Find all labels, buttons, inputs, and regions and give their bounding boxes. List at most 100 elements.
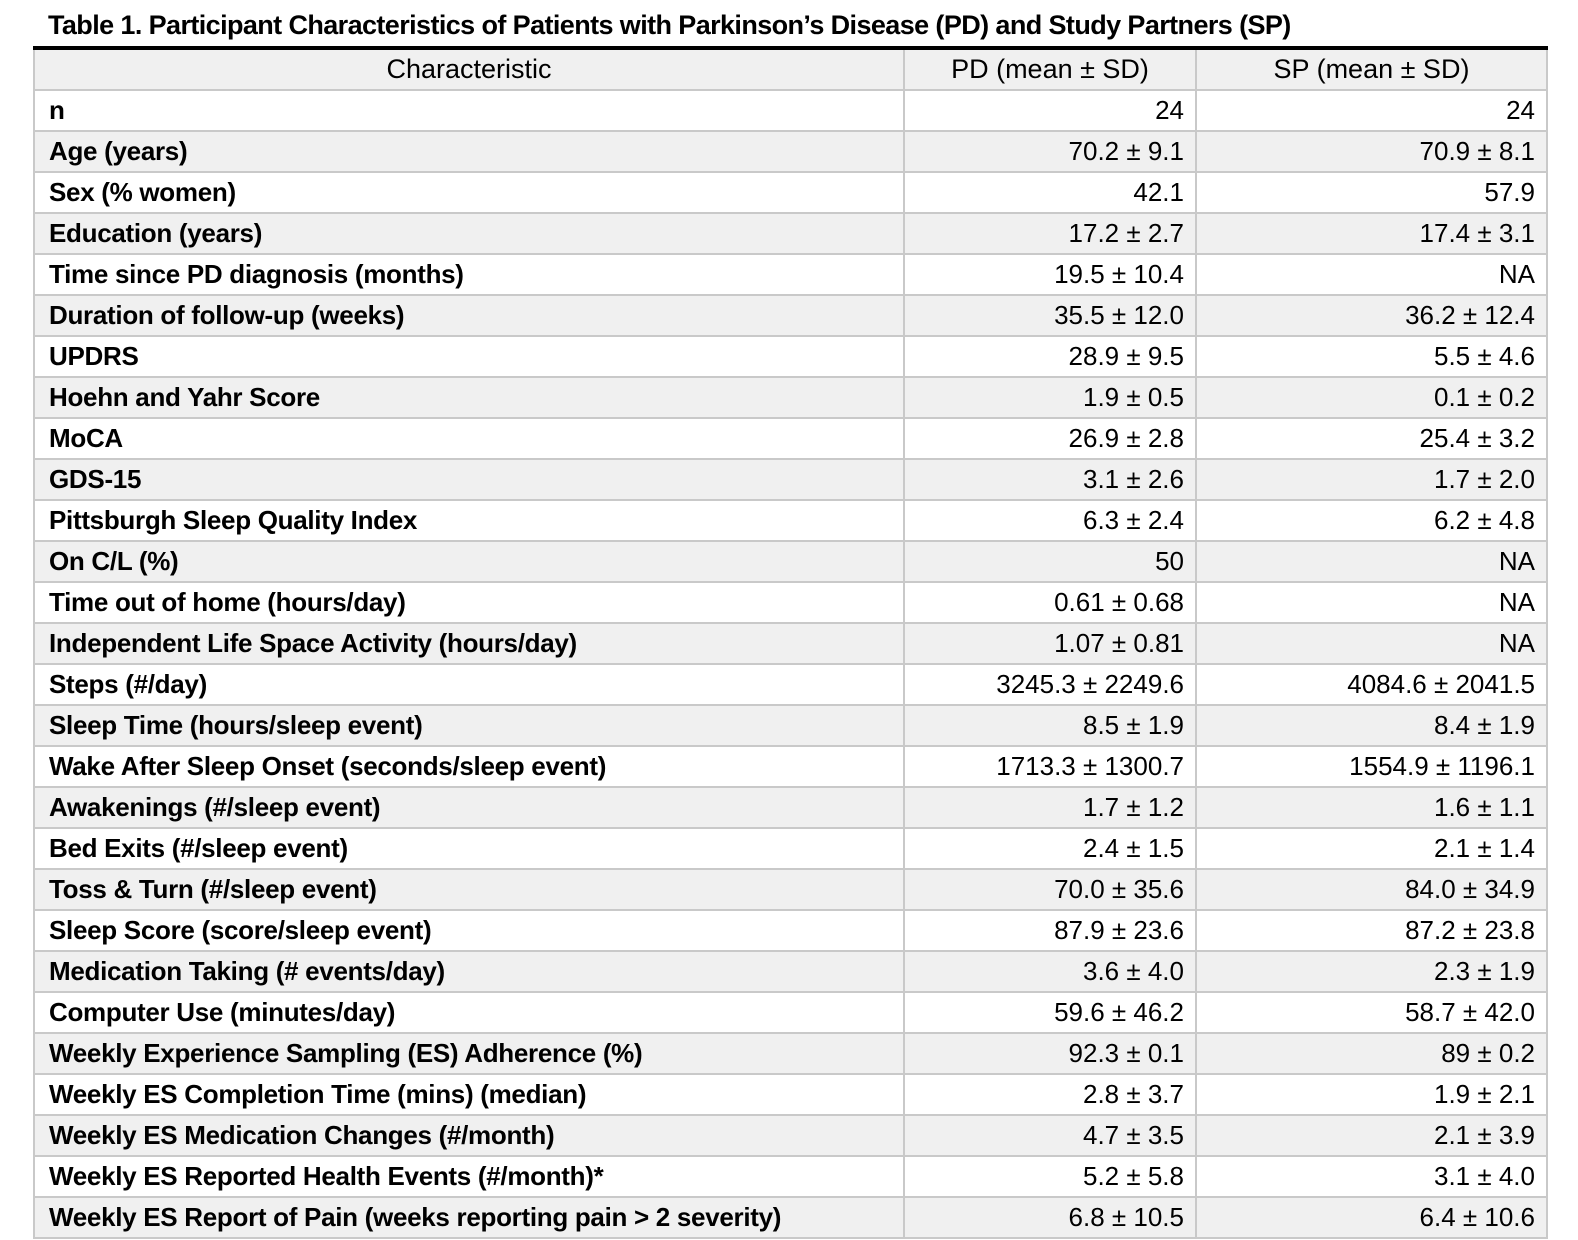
row-label: Sex (% women) [33, 171, 905, 214]
table-row: UPDRS 28.9 ± 9.5 5.5 ± 4.6 [33, 335, 1548, 378]
table-row: Bed Exits (#/sleep event) 2.4 ± 1.5 2.1 … [33, 827, 1548, 870]
row-label: Awakenings (#/sleep event) [33, 786, 905, 829]
row-label: UPDRS [33, 335, 905, 378]
row-label: MoCA [33, 417, 905, 460]
sp-value: 6.4 ± 10.6 [1195, 1196, 1548, 1239]
pd-value: 19.5 ± 10.4 [903, 253, 1197, 296]
pd-value: 35.5 ± 12.0 [903, 294, 1197, 337]
pd-value: 6.8 ± 10.5 [903, 1196, 1197, 1239]
pd-value: 2.4 ± 1.5 [903, 827, 1197, 870]
sp-value: 24 [1195, 89, 1548, 132]
sp-value: 6.2 ± 4.8 [1195, 499, 1548, 542]
pd-value: 1.7 ± 1.2 [903, 786, 1197, 829]
table-row: Steps (#/day) 3245.3 ± 2249.6 4084.6 ± 2… [33, 663, 1548, 706]
header-row: Characteristic PD (mean ± SD) SP (mean ±… [33, 47, 1548, 91]
sp-value: 4084.6 ± 2041.5 [1195, 663, 1548, 706]
pd-value: 24 [903, 89, 1197, 132]
table-row: Weekly ES Medication Changes (#/month) 4… [33, 1114, 1548, 1157]
table-row: Weekly ES Report of Pain (weeks reportin… [33, 1196, 1548, 1239]
sp-value: 1.7 ± 2.0 [1195, 458, 1548, 501]
table-row: Awakenings (#/sleep event) 1.7 ± 1.2 1.6… [33, 786, 1548, 829]
row-label: Weekly ES Medication Changes (#/month) [33, 1114, 905, 1157]
pd-value: 5.2 ± 5.8 [903, 1155, 1197, 1198]
sp-value: 0.1 ± 0.2 [1195, 376, 1548, 419]
row-label: Time out of home (hours/day) [33, 581, 905, 624]
participant-characteristics-table: Characteristic PD (mean ± SD) SP (mean ±… [33, 46, 1548, 1239]
row-label: Pittsburgh Sleep Quality Index [33, 499, 905, 542]
row-label: Weekly ES Completion Time (mins) (median… [33, 1073, 905, 1116]
pd-value: 3.1 ± 2.6 [903, 458, 1197, 501]
sp-value: 84.0 ± 34.9 [1195, 868, 1548, 911]
table-row: On C/L (%) 50 NA [33, 540, 1548, 583]
sp-value: 2.3 ± 1.9 [1195, 950, 1548, 993]
pd-value: 2.8 ± 3.7 [903, 1073, 1197, 1116]
table-row: Pittsburgh Sleep Quality Index 6.3 ± 2.4… [33, 499, 1548, 542]
sp-value: NA [1195, 540, 1548, 583]
row-label: Duration of follow-up (weeks) [33, 294, 905, 337]
row-label: n [33, 89, 905, 132]
sp-value: 25.4 ± 3.2 [1195, 417, 1548, 460]
row-label: Medication Taking (# events/day) [33, 950, 905, 993]
row-label: Sleep Time (hours/sleep event) [33, 704, 905, 747]
row-label: Age (years) [33, 130, 905, 173]
pd-value: 3245.3 ± 2249.6 [903, 663, 1197, 706]
row-label: Bed Exits (#/sleep event) [33, 827, 905, 870]
table-row: Sleep Score (score/sleep event) 87.9 ± 2… [33, 909, 1548, 952]
pd-value: 1.07 ± 0.81 [903, 622, 1197, 665]
table-header: Characteristic PD (mean ± SD) SP (mean ±… [33, 47, 1548, 91]
table-row: Age (years) 70.2 ± 9.1 70.9 ± 8.1 [33, 130, 1548, 173]
table-row: Weekly ES Reported Health Events (#/mont… [33, 1155, 1548, 1198]
table-row: Hoehn and Yahr Score 1.9 ± 0.5 0.1 ± 0.2 [33, 376, 1548, 419]
table-row: MoCA 26.9 ± 2.8 25.4 ± 3.2 [33, 417, 1548, 460]
sp-value: 57.9 [1195, 171, 1548, 214]
table-title: Table 1. Participant Characteristics of … [48, 10, 1291, 40]
table-row: Computer Use (minutes/day) 59.6 ± 46.2 5… [33, 991, 1548, 1034]
sp-value: 87.2 ± 23.8 [1195, 909, 1548, 952]
row-label: Steps (#/day) [33, 663, 905, 706]
sp-value: 1554.9 ± 1196.1 [1195, 745, 1548, 788]
table-row: Sleep Time (hours/sleep event) 8.5 ± 1.9… [33, 704, 1548, 747]
pd-value: 1.9 ± 0.5 [903, 376, 1197, 419]
row-label: Independent Life Space Activity (hours/d… [33, 622, 905, 665]
row-label: On C/L (%) [33, 540, 905, 583]
row-label: Time since PD diagnosis (months) [33, 253, 905, 296]
sp-value: 1.9 ± 2.1 [1195, 1073, 1548, 1116]
sp-value: 5.5 ± 4.6 [1195, 335, 1548, 378]
sp-value: 36.2 ± 12.4 [1195, 294, 1548, 337]
row-label: Education (years) [33, 212, 905, 255]
sp-value: 2.1 ± 3.9 [1195, 1114, 1548, 1157]
pd-value: 1713.3 ± 1300.7 [903, 745, 1197, 788]
sp-value: 70.9 ± 8.1 [1195, 130, 1548, 173]
row-label: Weekly Experience Sampling (ES) Adherenc… [33, 1032, 905, 1075]
pd-value: 92.3 ± 0.1 [903, 1032, 1197, 1075]
sp-value: 3.1 ± 4.0 [1195, 1155, 1548, 1198]
pd-value: 59.6 ± 46.2 [903, 991, 1197, 1034]
table-row: Sex (% women) 42.1 57.9 [33, 171, 1548, 214]
table-row: GDS-15 3.1 ± 2.6 1.7 ± 2.0 [33, 458, 1548, 501]
row-label: GDS-15 [33, 458, 905, 501]
sp-value: 1.6 ± 1.1 [1195, 786, 1548, 829]
pd-value: 0.61 ± 0.68 [903, 581, 1197, 624]
row-label: Weekly ES Reported Health Events (#/mont… [33, 1155, 905, 1198]
pd-value: 42.1 [903, 171, 1197, 214]
pd-value: 28.9 ± 9.5 [903, 335, 1197, 378]
table-row: Weekly ES Completion Time (mins) (median… [33, 1073, 1548, 1116]
pd-value: 4.7 ± 3.5 [903, 1114, 1197, 1157]
pd-value: 6.3 ± 2.4 [903, 499, 1197, 542]
pd-value: 3.6 ± 4.0 [903, 950, 1197, 993]
column-header-pd: PD (mean ± SD) [903, 47, 1197, 91]
table-body: n 24 24 Age (years) 70.2 ± 9.1 70.9 ± 8.… [33, 89, 1548, 1239]
column-header-sp: SP (mean ± SD) [1195, 47, 1548, 91]
sp-value: NA [1195, 253, 1548, 296]
pd-value: 50 [903, 540, 1197, 583]
sp-value: 2.1 ± 1.4 [1195, 827, 1548, 870]
sp-value: NA [1195, 622, 1548, 665]
table-row: Medication Taking (# events/day) 3.6 ± 4… [33, 950, 1548, 993]
pd-value: 87.9 ± 23.6 [903, 909, 1197, 952]
table-row: n 24 24 [33, 89, 1548, 132]
table-block: Table 1. Participant Characteristics of … [33, 6, 1548, 1240]
row-label: Wake After Sleep Onset (seconds/sleep ev… [33, 745, 905, 788]
column-header-characteristic: Characteristic [33, 47, 905, 91]
row-label: Sleep Score (score/sleep event) [33, 909, 905, 952]
